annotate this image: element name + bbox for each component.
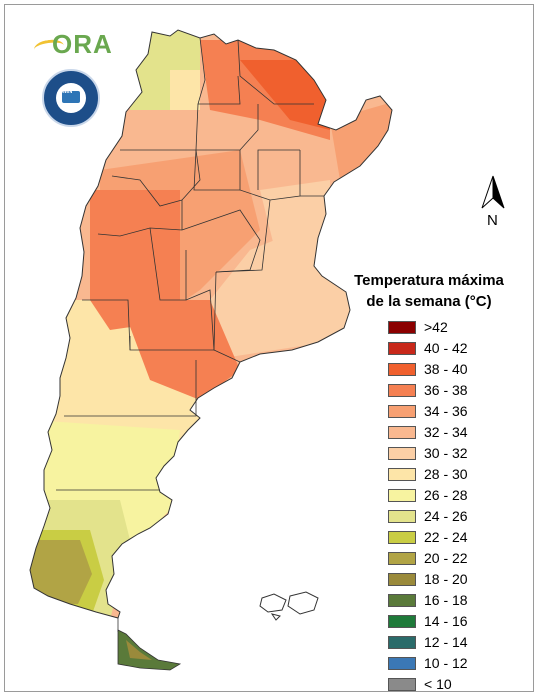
temperature-legend: Temperatura máxima de la semana (°C) >42… [340,270,518,692]
legend-swatch [388,468,416,481]
legend-label: 34 - 36 [424,403,468,419]
legend-label: 18 - 20 [424,571,468,587]
legend-swatch [388,447,416,460]
smn-seal-logo: SMN [42,69,100,127]
legend-label: 28 - 30 [424,466,468,482]
legend-label: 24 - 26 [424,508,468,524]
legend-label: 12 - 14 [424,634,468,650]
legend-label: 14 - 16 [424,613,468,629]
ora-logo-text: ORA [52,29,113,59]
legend-swatch [388,510,416,523]
legend-label: < 10 [424,676,452,692]
malvinas-islands [259,591,319,621]
legend-label: 32 - 34 [424,424,468,440]
legend-label: >42 [424,319,448,335]
seal-inner-emblem [56,83,86,113]
legend-swatch [388,636,416,649]
legend-label: 38 - 40 [424,361,468,377]
legend-swatch [388,657,416,670]
north-arrow: N [478,174,508,230]
legend-label: 30 - 32 [424,445,468,461]
seal-core-icon [62,91,80,103]
legend-swatch [388,489,416,502]
legend-swatch [388,321,416,334]
country-outline [29,29,393,619]
legend-swatch [388,552,416,565]
province-boundaries [56,37,324,632]
legend-swatch [388,384,416,397]
legend-swatch [388,405,416,418]
legend-swatch [388,573,416,586]
ora-logo: ORA [33,26,112,60]
legend-label: 20 - 22 [424,550,468,566]
legend-swatch [388,594,416,607]
legend-title-line-1: Temperatura máxima [354,272,504,289]
legend-swatch [388,531,416,544]
legend-label: 40 - 42 [424,340,468,356]
north-arrow-icon [481,175,505,209]
legend-swatch [388,426,416,439]
legend-label: 16 - 18 [424,592,468,608]
seal-text: SMN [59,89,73,95]
tierra-del-fuego [117,629,182,671]
legend-swatch [388,363,416,376]
legend-title-line-2: de la semana (°C) [366,293,492,310]
legend-swatch [388,615,416,628]
legend-label: 10 - 12 [424,655,468,671]
legend-label: 26 - 28 [424,487,468,503]
legend-swatch [388,678,416,691]
legend-label: 36 - 38 [424,382,468,398]
north-label: N [487,212,498,229]
legend-swatch [388,342,416,355]
legend-label: 22 - 24 [424,529,468,545]
